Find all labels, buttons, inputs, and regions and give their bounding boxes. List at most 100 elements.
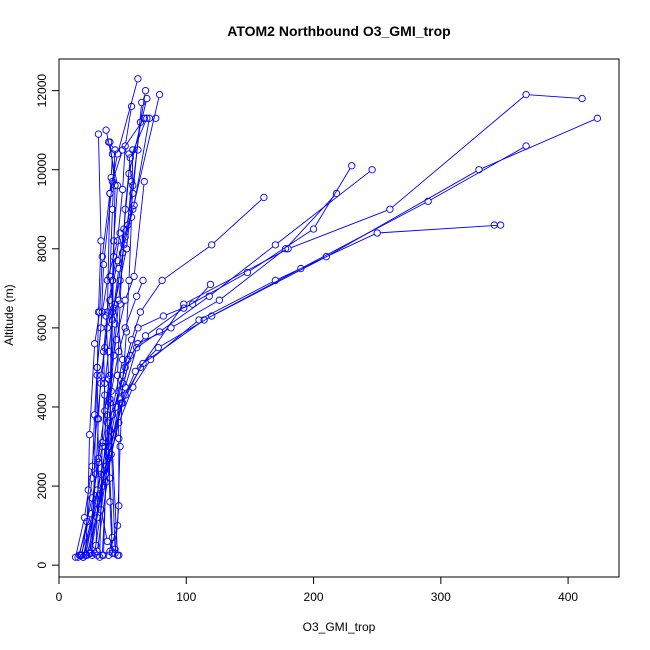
series-segment xyxy=(125,350,137,385)
data-point xyxy=(200,316,208,324)
data-point xyxy=(322,253,330,261)
series-segment xyxy=(133,184,145,274)
series-segment xyxy=(140,93,146,120)
data-point xyxy=(96,490,104,498)
data-point xyxy=(126,154,134,162)
series-segment xyxy=(126,366,142,393)
data-point xyxy=(129,205,137,213)
data-point xyxy=(522,90,530,99)
data-point xyxy=(143,114,151,122)
series-segment xyxy=(120,251,127,278)
series-segment xyxy=(173,301,217,327)
series-segment xyxy=(132,105,142,191)
series-segment xyxy=(118,212,133,258)
data-point xyxy=(368,166,376,174)
data-point xyxy=(106,474,114,482)
data-point xyxy=(88,462,96,470)
data-point xyxy=(140,177,148,186)
series-segment xyxy=(91,370,98,553)
series-segment xyxy=(109,180,112,191)
x-tick-label: 0 xyxy=(56,590,63,604)
data-point xyxy=(475,166,483,174)
series-segment xyxy=(102,196,110,254)
series-segment xyxy=(139,333,158,347)
data-point xyxy=(113,150,122,158)
data-point xyxy=(108,533,117,542)
series-17 xyxy=(74,177,148,561)
data-point xyxy=(90,549,99,557)
data-point xyxy=(158,276,166,285)
data-point xyxy=(118,185,127,194)
data-point xyxy=(116,300,124,308)
series-segment xyxy=(112,378,123,412)
series-segment xyxy=(106,406,122,464)
series-segment xyxy=(120,358,130,397)
data-point xyxy=(118,146,127,154)
series-segment xyxy=(122,342,132,373)
series-segment xyxy=(102,283,108,309)
data-point xyxy=(136,363,145,372)
y-tick-label: 10000 xyxy=(35,153,49,187)
data-point xyxy=(208,312,216,320)
data-point xyxy=(127,336,136,344)
data-point xyxy=(87,510,95,518)
series-segment xyxy=(108,540,113,553)
series-segment xyxy=(113,152,123,179)
series-segment xyxy=(164,246,210,279)
series-segment xyxy=(186,249,286,304)
data-point xyxy=(152,114,160,122)
series-segment xyxy=(101,417,113,472)
series-segment xyxy=(102,402,110,444)
series-segment xyxy=(122,149,126,187)
data-point xyxy=(139,276,147,285)
series-segment xyxy=(214,257,324,315)
data-point xyxy=(102,312,110,320)
series-segment xyxy=(103,184,113,262)
data-point xyxy=(108,177,117,186)
series-segment xyxy=(201,281,273,319)
series-segment xyxy=(109,402,118,553)
data-point xyxy=(96,308,104,316)
series-segment xyxy=(106,283,113,313)
data-point xyxy=(98,438,106,447)
series-segment xyxy=(106,196,111,309)
data-point xyxy=(141,332,150,340)
data-point xyxy=(106,189,114,198)
y-axis-title: Altitude (m) xyxy=(2,284,16,345)
series-segment xyxy=(109,358,114,396)
data-point xyxy=(132,344,141,352)
data-point xyxy=(126,351,134,360)
data-point xyxy=(129,189,137,198)
data-point xyxy=(134,75,142,83)
data-point xyxy=(215,296,224,304)
series-16 xyxy=(71,90,164,561)
series-segment xyxy=(380,224,498,234)
series-segment xyxy=(119,390,133,420)
series-segment xyxy=(125,109,132,143)
data-point xyxy=(281,245,290,253)
data-point xyxy=(97,371,105,379)
data-point xyxy=(110,237,118,245)
data-point xyxy=(98,442,106,451)
data-point xyxy=(106,395,114,403)
series-27 xyxy=(87,114,602,557)
series-segment xyxy=(125,299,136,326)
series-segment xyxy=(119,330,125,349)
data-point xyxy=(143,94,151,103)
data-point xyxy=(129,146,137,154)
series-segment xyxy=(104,354,109,381)
series-segment xyxy=(104,378,110,408)
data-point xyxy=(116,229,124,237)
series-18 xyxy=(75,276,147,559)
series-segment xyxy=(109,406,116,547)
series-segment xyxy=(125,279,134,298)
y-tick-label: 2000 xyxy=(35,472,49,499)
data-point xyxy=(85,430,94,439)
series-segment xyxy=(131,338,144,354)
data-point xyxy=(116,442,124,451)
series-segment xyxy=(147,309,182,335)
data-point xyxy=(129,181,137,190)
series-segment xyxy=(249,230,312,272)
series-segment xyxy=(123,176,130,226)
series-segment xyxy=(94,315,100,341)
